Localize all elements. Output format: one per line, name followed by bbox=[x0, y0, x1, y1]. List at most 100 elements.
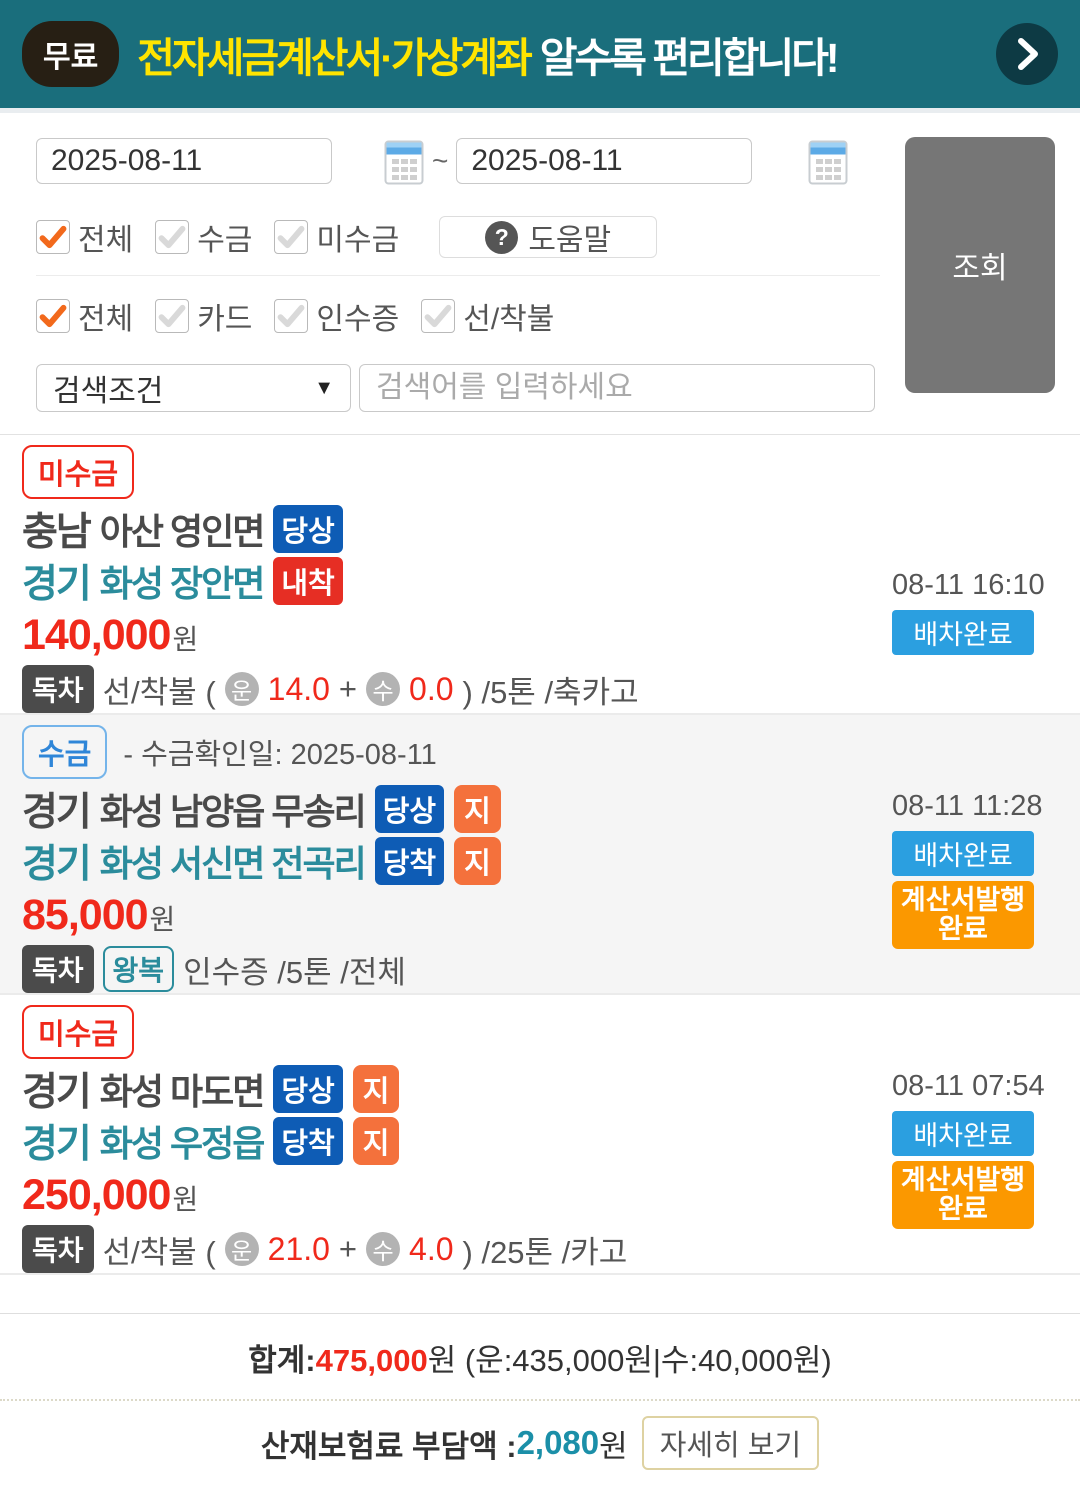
status-badge: 수금 bbox=[22, 725, 108, 779]
insurance-bar: 산재보험료 부담액 : 2,080 원 자세히 보기 bbox=[0, 1401, 1080, 1488]
list-item[interactable]: 미수금 경기 화성 마도면 당상 지 경기 화성 우정읍 당착 지 250,00… bbox=[0, 993, 1080, 1275]
meta-line: 독차 선/착불 ( 운 21.0 + 수 4.0 ) /25톤 /카고 bbox=[22, 1225, 885, 1273]
origin-region: 경기 bbox=[22, 791, 92, 834]
price-value: 85,000 bbox=[22, 891, 149, 939]
promo-banner[interactable]: 무료 전자세금계산서·가상계좌 알수록 편리합니다! bbox=[0, 0, 1080, 113]
check-icon bbox=[424, 302, 452, 330]
checkbox-label: 전체 bbox=[78, 224, 134, 257]
region-badge: 지 bbox=[352, 1065, 400, 1113]
dispatch-complete-badge: 배차완료 bbox=[892, 610, 1034, 655]
list-item[interactable]: 수금 - 수금확인일: 2025-08-11 경기 화성 남양읍 무송리 당상 … bbox=[0, 713, 1080, 993]
plus-sign: + bbox=[338, 671, 358, 706]
help-button[interactable]: ? 도움말 bbox=[439, 216, 658, 258]
date-range-row: 2025-08-11 ~ 2025-08-11 bbox=[36, 137, 880, 185]
dest-line: 경기 화성 서신면 전곡리 당착 지 bbox=[22, 837, 885, 886]
checkbox-status-unpaid[interactable] bbox=[274, 220, 309, 254]
item-status-column: 08-11 07:54 배차완료 계산서발행 완료 bbox=[892, 1070, 1045, 1229]
search-input[interactable] bbox=[359, 364, 875, 412]
price-value: 250,000 bbox=[22, 1171, 171, 1219]
detail-view-button[interactable]: 자세히 보기 bbox=[641, 1416, 820, 1470]
checkbox-pay-prepaid-cod[interactable] bbox=[421, 299, 456, 333]
currency-label: 원 bbox=[172, 1184, 199, 1215]
fare-value: 21.0 bbox=[267, 1230, 330, 1267]
fare-icon: 운 bbox=[224, 672, 259, 706]
price-line: 85,000 원 bbox=[22, 891, 885, 941]
region-badge: 지 bbox=[352, 1117, 400, 1165]
invoice-issued-badge: 계산서발행 완료 bbox=[892, 1161, 1034, 1229]
search-condition-label: 검색조건 bbox=[53, 375, 164, 408]
checkbox-status-paid[interactable] bbox=[155, 220, 190, 254]
search-condition-select[interactable]: 검색조건 ▼ bbox=[36, 364, 351, 412]
pay-text: 인수증 /5톤 /전체 bbox=[183, 954, 406, 990]
checkbox-pay-card[interactable] bbox=[155, 299, 190, 333]
filter-panel: 2025-08-11 ~ 2025-08-11 bbox=[0, 113, 1080, 435]
round-trip-badge: 왕복 bbox=[102, 946, 175, 992]
fee-value: 0.0 bbox=[409, 670, 454, 707]
calendar-icon bbox=[384, 140, 424, 188]
filter-divider bbox=[36, 275, 880, 276]
banner-text: 전자세금계산서·가상계좌 알수록 편리합니다! bbox=[137, 24, 840, 84]
checkbox-pay-receipt[interactable] bbox=[274, 299, 309, 333]
invoice-issued-badge: 계산서발행 완료 bbox=[892, 881, 1034, 949]
list-item[interactable]: 미수금 충남 아산 영인면 당상 경기 화성 장안면 내착 140,000 원 … bbox=[0, 435, 1080, 713]
banner-highlight-text: 전자세금계산서·가상계좌 bbox=[137, 35, 533, 81]
inquiry-button[interactable]: 조회 bbox=[905, 137, 1055, 393]
item-datetime: 08-11 11:28 bbox=[892, 790, 1043, 822]
dispatch-complete-badge: 배차완료 bbox=[892, 831, 1034, 876]
origin-region: 경기 bbox=[22, 1071, 92, 1114]
checkbox-label: 카드 bbox=[197, 303, 253, 336]
check-icon bbox=[158, 302, 186, 330]
truck-badge: 독차 bbox=[22, 945, 94, 993]
time-badge: 내착 bbox=[273, 557, 343, 605]
dest-place: 화성 서신면 전곡리 bbox=[99, 843, 367, 884]
truck-badge: 독차 bbox=[22, 1225, 94, 1273]
item-datetime: 08-11 07:54 bbox=[892, 1070, 1045, 1102]
banner-message-text: 알수록 편리합니다! bbox=[539, 35, 840, 81]
fare-value: 14.0 bbox=[267, 670, 330, 707]
origin-place: 화성 남양읍 무송리 bbox=[99, 791, 367, 832]
fee-icon: 수 bbox=[366, 1232, 401, 1266]
question-icon: ? bbox=[485, 220, 519, 254]
dest-line: 경기 화성 우정읍 당착 지 bbox=[22, 1117, 885, 1166]
dest-region: 경기 bbox=[22, 843, 92, 886]
fee-value: 4.0 bbox=[409, 1230, 454, 1267]
checkbox-label: 선/착불 bbox=[463, 303, 555, 336]
insurance-label: 산재보험료 부담액 : bbox=[260, 1428, 517, 1464]
date-to-input[interactable]: 2025-08-11 bbox=[456, 138, 753, 184]
date-separator: ~ bbox=[432, 145, 449, 176]
time-badge: 당상 bbox=[374, 785, 445, 833]
origin-line: 경기 화성 마도면 당상 지 bbox=[22, 1065, 885, 1114]
region-badge: 지 bbox=[454, 837, 501, 885]
origin-place: 아산 영인면 bbox=[99, 511, 266, 552]
search-row: 검색조건 ▼ bbox=[36, 364, 880, 412]
date-to-calendar-button[interactable] bbox=[808, 137, 848, 185]
time-badge: 당착 bbox=[374, 837, 445, 885]
banner-arrow-button[interactable] bbox=[996, 23, 1058, 85]
date-from-calendar-button[interactable] bbox=[384, 137, 424, 185]
checkbox-status-all[interactable] bbox=[36, 220, 70, 254]
date-from-input[interactable]: 2025-08-11 bbox=[36, 138, 332, 184]
dest-place: 화성 장안면 bbox=[99, 563, 266, 604]
payment-filter-row: 전체 카드 인수증 선/착불 bbox=[36, 294, 880, 338]
check-icon bbox=[277, 223, 305, 251]
pay-prefix: 선/착불 ( bbox=[102, 674, 216, 710]
dest-place: 화성 우정읍 bbox=[99, 1123, 266, 1164]
free-badge: 무료 bbox=[22, 21, 120, 87]
checkbox-label: 전체 bbox=[78, 303, 134, 336]
check-icon bbox=[277, 302, 305, 330]
meta-line: 독차 왕복 인수증 /5톤 /전체 bbox=[22, 945, 885, 993]
origin-line: 충남 아산 영인면 당상 bbox=[22, 505, 885, 554]
checkbox-pay-all[interactable] bbox=[36, 299, 70, 333]
currency-label: 원 bbox=[599, 1428, 628, 1464]
item-status-column: 08-11 16:10 배차완료 bbox=[892, 569, 1045, 655]
price-value: 140,000 bbox=[22, 611, 171, 659]
truck-badge: 독차 bbox=[22, 665, 94, 713]
pay-suffix: ) /25톤 /카고 bbox=[462, 1234, 628, 1270]
dispatch-complete-badge: 배차완료 bbox=[892, 1111, 1034, 1156]
meta-line: 독차 선/착불 ( 운 14.0 + 수 0.0 ) /5톤 /축카고 bbox=[22, 665, 885, 713]
dest-line: 경기 화성 장안면 내착 bbox=[22, 557, 885, 606]
currency-label: 원 bbox=[172, 624, 199, 655]
collect-date-note: - 수금확인일: 2025-08-11 bbox=[123, 739, 437, 771]
plus-sign: + bbox=[338, 1231, 358, 1266]
dest-region: 경기 bbox=[22, 563, 92, 606]
